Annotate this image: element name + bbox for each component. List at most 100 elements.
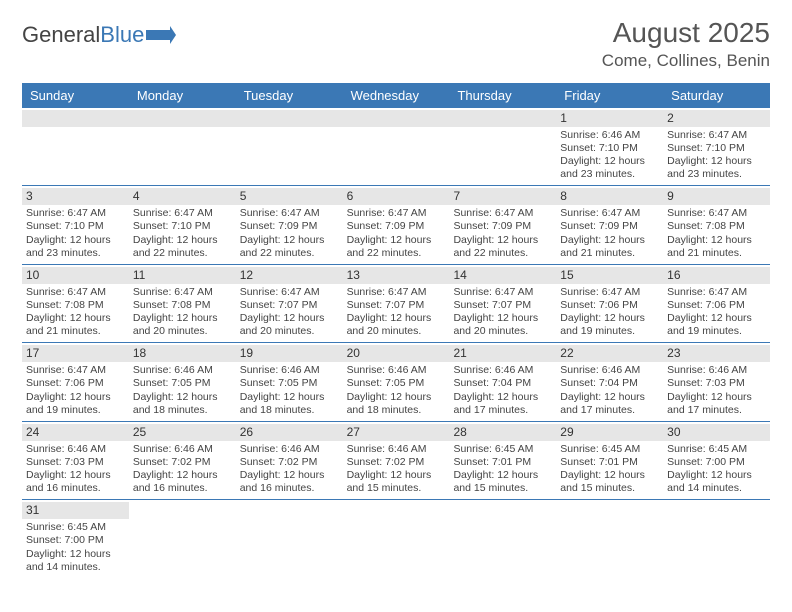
day-number [449, 502, 556, 504]
day-info: Sunrise: 6:47 AMSunset: 7:09 PMDaylight:… [240, 207, 339, 260]
calendar-cell: 3Sunrise: 6:47 AMSunset: 7:10 PMDaylight… [22, 186, 129, 264]
day-info: Sunrise: 6:47 AMSunset: 7:10 PMDaylight:… [133, 207, 232, 260]
location-title: Come, Collines, Benin [602, 51, 770, 71]
daylight-text: Daylight: 12 hours and 16 minutes. [26, 469, 125, 495]
calendar-cell [343, 500, 450, 578]
sunset-text: Sunset: 7:03 PM [667, 377, 766, 390]
sunrise-text: Sunrise: 6:47 AM [347, 286, 446, 299]
sunrise-text: Sunrise: 6:46 AM [347, 364, 446, 377]
day-number: 25 [129, 424, 236, 441]
sunrise-text: Sunrise: 6:46 AM [26, 443, 125, 456]
sunset-text: Sunset: 7:08 PM [667, 220, 766, 233]
day-number [236, 110, 343, 127]
day-number [449, 110, 556, 127]
daylight-text: Daylight: 12 hours and 19 minutes. [26, 391, 125, 417]
sunrise-text: Sunrise: 6:46 AM [240, 364, 339, 377]
calendar-cell: 23Sunrise: 6:46 AMSunset: 7:03 PMDayligh… [663, 343, 770, 421]
day-number: 14 [449, 267, 556, 284]
sunset-text: Sunset: 7:02 PM [240, 456, 339, 469]
day-info: Sunrise: 6:46 AMSunset: 7:05 PMDaylight:… [347, 364, 446, 417]
calendar-cell [129, 500, 236, 578]
calendar-cell [236, 500, 343, 578]
sunset-text: Sunset: 7:08 PM [26, 299, 125, 312]
sunrise-text: Sunrise: 6:47 AM [240, 286, 339, 299]
calendar-cell: 1Sunrise: 6:46 AMSunset: 7:10 PMDaylight… [556, 108, 663, 186]
day-header: Thursday [449, 83, 556, 108]
daylight-text: Daylight: 12 hours and 23 minutes. [26, 234, 125, 260]
sunrise-text: Sunrise: 6:46 AM [560, 129, 659, 142]
day-number [663, 502, 770, 504]
day-number: 21 [449, 345, 556, 362]
sunrise-text: Sunrise: 6:47 AM [667, 207, 766, 220]
sunrise-text: Sunrise: 6:47 AM [26, 286, 125, 299]
sunrise-text: Sunrise: 6:47 AM [560, 286, 659, 299]
day-info: Sunrise: 6:47 AMSunset: 7:09 PMDaylight:… [560, 207, 659, 260]
day-info: Sunrise: 6:46 AMSunset: 7:02 PMDaylight:… [347, 443, 446, 496]
sunrise-text: Sunrise: 6:47 AM [133, 207, 232, 220]
daylight-text: Daylight: 12 hours and 22 minutes. [240, 234, 339, 260]
day-number: 5 [236, 188, 343, 205]
day-number: 26 [236, 424, 343, 441]
brand-name-part2: Blue [100, 22, 144, 48]
day-number [556, 502, 663, 504]
calendar-cell [236, 108, 343, 186]
sunset-text: Sunset: 7:04 PM [453, 377, 552, 390]
calendar-week: 24Sunrise: 6:46 AMSunset: 7:03 PMDayligh… [22, 422, 770, 501]
calendar-cell: 25 Sunrise: 6:46 AMSunset: 7:02 PMDayligh… [129, 422, 236, 500]
calendar-cell: 31Sunrise: 6:45 AMSunset: 7:00 PMDayligh… [22, 500, 129, 578]
day-info: Sunrise: 6:47 AMSunset: 7:08 PMDaylight:… [26, 286, 125, 339]
calendar-week: 17Sunrise: 6:47 AMSunset: 7:06 PMDayligh… [22, 343, 770, 422]
sunset-text: Sunset: 7:00 PM [26, 534, 125, 547]
daylight-text: Daylight: 12 hours and 15 minutes. [560, 469, 659, 495]
sunrise-text: Sunrise: 6:47 AM [26, 207, 125, 220]
day-info: Sunrise: 6:45 AMSunset: 7:00 PMDaylight:… [26, 521, 125, 574]
sunrise-text: Sunrise: 6:47 AM [667, 286, 766, 299]
calendar-cell: 22Sunrise: 6:46 AMSunset: 7:04 PMDayligh… [556, 343, 663, 421]
sunset-text: Sunset: 7:02 PM [133, 456, 232, 469]
sunset-text: Sunset: 7:06 PM [26, 377, 125, 390]
day-info: Sunrise: 6:47 AMSunset: 7:08 PMDaylight:… [667, 207, 766, 260]
day-number: 4 [129, 188, 236, 205]
day-number [22, 110, 129, 127]
daylight-text: Daylight: 12 hours and 22 minutes. [133, 234, 232, 260]
day-info: Sunrise: 6:46 AMSunset: 7:02 PMDaylight:… [240, 443, 339, 496]
day-header: Wednesday [343, 83, 450, 108]
sunrise-text: Sunrise: 6:47 AM [453, 286, 552, 299]
calendar-cell: 28Sunrise: 6:45 AMSunset: 7:01 PMDayligh… [449, 422, 556, 500]
day-number: 12 [236, 267, 343, 284]
sunset-text: Sunset: 7:06 PM [667, 299, 766, 312]
sunrise-text: Sunrise: 6:47 AM [667, 129, 766, 142]
day-number: 8 [556, 188, 663, 205]
day-number: 16 [663, 267, 770, 284]
daylight-text: Daylight: 12 hours and 18 minutes. [133, 391, 232, 417]
calendar-cell: 27Sunrise: 6:46 AMSunset: 7:02 PMDayligh… [343, 422, 450, 500]
day-number: 6 [343, 188, 450, 205]
calendar-cell: 26 Sunrise: 6:46 AMSunset: 7:02 PMDayligh… [236, 422, 343, 500]
calendar: Sunday Monday Tuesday Wednesday Thursday… [22, 83, 770, 578]
daylight-text: Daylight: 12 hours and 22 minutes. [347, 234, 446, 260]
sunset-text: Sunset: 7:09 PM [347, 220, 446, 233]
daylight-text: Daylight: 12 hours and 17 minutes. [560, 391, 659, 417]
day-info: Sunrise: 6:45 AMSunset: 7:00 PMDaylight:… [667, 443, 766, 496]
sunrise-text: Sunrise: 6:46 AM [133, 443, 232, 456]
calendar-week: 10Sunrise: 6:47 AMSunset: 7:08 PMDayligh… [22, 265, 770, 344]
calendar-cell: 13Sunrise: 6:47 AMSunset: 7:07 PMDayligh… [343, 265, 450, 343]
day-info: Sunrise: 6:46 AMSunset: 7:10 PMDaylight:… [560, 129, 659, 182]
daylight-text: Daylight: 12 hours and 18 minutes. [240, 391, 339, 417]
calendar-cell: 4 Sunrise: 6:47 AMSunset: 7:10 PMDaylight… [129, 186, 236, 264]
calendar-cell [22, 108, 129, 186]
sunset-text: Sunset: 7:01 PM [560, 456, 659, 469]
day-number: 13 [343, 267, 450, 284]
daylight-text: Daylight: 12 hours and 16 minutes. [133, 469, 232, 495]
calendar-cell: 30Sunrise: 6:45 AMSunset: 7:00 PMDayligh… [663, 422, 770, 500]
sunset-text: Sunset: 7:09 PM [560, 220, 659, 233]
month-title: August 2025 [602, 18, 770, 49]
day-info: Sunrise: 6:46 AMSunset: 7:04 PMDaylight:… [560, 364, 659, 417]
sunrise-text: Sunrise: 6:47 AM [133, 286, 232, 299]
calendar-cell: 5 Sunrise: 6:47 AMSunset: 7:09 PMDaylight… [236, 186, 343, 264]
calendar-cell: 20Sunrise: 6:46 AMSunset: 7:05 PMDayligh… [343, 343, 450, 421]
day-number: 29 [556, 424, 663, 441]
day-info: Sunrise: 6:47 AMSunset: 7:09 PMDaylight:… [347, 207, 446, 260]
daylight-text: Daylight: 12 hours and 21 minutes. [560, 234, 659, 260]
sunset-text: Sunset: 7:05 PM [347, 377, 446, 390]
